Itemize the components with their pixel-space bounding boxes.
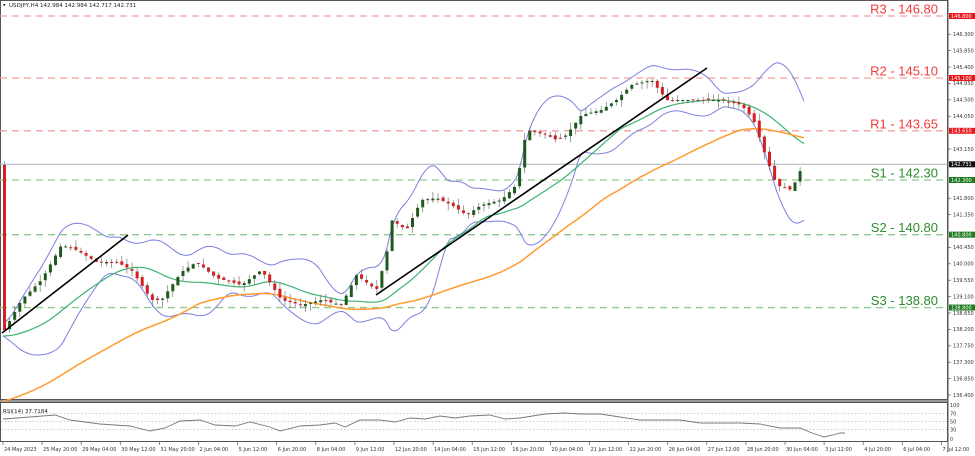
svg-text:9 Jun 12:00: 9 Jun 12:00 — [356, 447, 385, 453]
svg-text:145.100: 145.100 — [951, 76, 972, 82]
svg-text:141.800: 141.800 — [953, 196, 974, 202]
svg-text:24 May 2023: 24 May 2023 — [4, 447, 37, 453]
svg-text:143.650: 143.650 — [951, 129, 972, 135]
level-label-bg — [870, 118, 946, 130]
svg-text:20 Jun 04:00: 20 Jun 04:00 — [551, 447, 583, 453]
svg-text:25 May 20:00: 25 May 20:00 — [43, 447, 77, 453]
svg-text:144.950: 144.950 — [953, 81, 974, 87]
svg-text:137.300: 137.300 — [953, 360, 974, 366]
svg-text:16 Jun 20:00: 16 Jun 20:00 — [512, 447, 544, 453]
svg-text:139.100: 139.100 — [953, 294, 974, 300]
level-label-bg — [870, 168, 946, 180]
trendline-2[interactable] — [375, 67, 708, 296]
svg-text:143.150: 143.150 — [953, 147, 974, 153]
svg-text:145.400: 145.400 — [953, 65, 974, 71]
svg-text:3 Jul 12:00: 3 Jul 12:00 — [825, 447, 852, 453]
dropdown-arrow-icon[interactable]: ▾ — [3, 3, 6, 9]
svg-text:100: 100 — [950, 403, 960, 409]
svg-text:15 Jun 12:00: 15 Jun 12:00 — [473, 447, 505, 453]
svg-text:12 Jun 20:00: 12 Jun 20:00 — [395, 447, 427, 453]
svg-text:142.731: 142.731 — [951, 162, 972, 168]
price-tag-r3 — [949, 13, 975, 20]
svg-text:146.800: 146.800 — [951, 14, 972, 20]
svg-text:30 May 12:00: 30 May 12:00 — [121, 447, 155, 453]
svg-text:26 Jun 04:00: 26 Jun 04:00 — [669, 447, 701, 453]
level-label-bg — [870, 295, 946, 307]
svg-text:140.000: 140.000 — [953, 262, 974, 268]
svg-text:21 Jun 12:00: 21 Jun 12:00 — [591, 447, 623, 453]
level-label-bg — [870, 65, 946, 77]
svg-text:28 Jun 20:00: 28 Jun 20:00 — [747, 447, 779, 453]
ma-green — [2, 99, 805, 337]
svg-text:140.450: 140.450 — [953, 245, 974, 251]
rsi-label: RSI(14) 37.7184 — [3, 409, 48, 415]
time-axis: 24 May 2023 25 May 20:00 29 May 04:00 30 Ma… — [2, 442, 969, 453]
svg-text:138.650: 138.650 — [953, 311, 974, 317]
price-tag-s2 — [949, 231, 975, 238]
level-label-bg — [870, 4, 946, 16]
price-tag-s3 — [949, 304, 975, 311]
ma-orange — [2, 128, 805, 403]
svg-text:145.850: 145.850 — [953, 48, 974, 54]
level-lines — [0, 15, 948, 309]
trendline-1[interactable] — [1, 234, 129, 334]
rsi-axis-ticks: 100 70 50 30 0 — [950, 403, 960, 443]
svg-text:22 Jun 20:00: 22 Jun 20:00 — [630, 447, 662, 453]
svg-text:138.800: 138.800 — [951, 305, 972, 311]
svg-text:146.300: 146.300 — [953, 32, 974, 38]
level-label-r2: R2 - 145.10 — [870, 63, 938, 78]
rsi-line — [2, 412, 845, 438]
svg-text:141.350: 141.350 — [953, 212, 974, 218]
svg-text:7 Jul 12:00: 7 Jul 12:00 — [942, 447, 969, 453]
svg-text:144.050: 144.050 — [953, 114, 974, 120]
price-tag-r1 — [949, 127, 975, 134]
symbol-header: USDJPY,H4 142.984 142.984 142.717 142.73… — [9, 3, 136, 9]
svg-text:70: 70 — [950, 411, 956, 417]
svg-text:6 Jun 20:00: 6 Jun 20:00 — [278, 447, 307, 453]
svg-text:14 Jun 04:00: 14 Jun 04:00 — [434, 447, 466, 453]
level-label-r1: R1 - 143.65 — [870, 116, 938, 131]
svg-text:2 Jun 04:00: 2 Jun 04:00 — [200, 447, 229, 453]
level-label-s3: S3 - 138.80 — [871, 293, 938, 308]
level-label-bg — [870, 222, 946, 234]
svg-text:27 Jun 12:00: 27 Jun 12:00 — [708, 447, 740, 453]
svg-text:138.200: 138.200 — [953, 327, 974, 333]
level-label-s2: S2 - 140.80 — [871, 220, 938, 235]
price-tag-r2 — [949, 74, 975, 81]
svg-text:140.800: 140.800 — [951, 232, 972, 238]
candles — [3, 77, 802, 333]
level-label-r3: R3 - 146.80 — [870, 2, 938, 17]
svg-text:30 Jun 04:00: 30 Jun 04:00 — [786, 447, 818, 453]
price-tags: 146.800 145.100 143.650 142.300 140.800 138.8… — [949, 13, 975, 311]
price-axis-ticks: 146.300 145.850 145.400 144.950 144.500 144.0… — [948, 32, 974, 399]
level-labels: R3 - 146.80 R2 - 145.10 R1 - 143.65 S1 - 14… — [870, 2, 946, 308]
svg-text:29 May 04:00: 29 May 04:00 — [82, 447, 116, 453]
svg-text:8 Jun 04:00: 8 Jun 04:00 — [317, 447, 346, 453]
svg-text:136.400: 136.400 — [953, 393, 974, 399]
svg-text:50: 50 — [950, 419, 956, 425]
svg-text:0: 0 — [950, 437, 953, 443]
svg-text:31 May 20:00: 31 May 20:00 — [160, 447, 194, 453]
price-pane[interactable] — [0, 0, 948, 400]
svg-text:137.750: 137.750 — [953, 344, 974, 350]
bollinger-lower — [2, 106, 805, 356]
svg-text:5 Jun 12:00: 5 Jun 12:00 — [239, 447, 268, 453]
price-tag-s1 — [949, 177, 975, 184]
svg-text:4 Jul 20:00: 4 Jul 20:00 — [864, 447, 891, 453]
svg-text:144.500: 144.500 — [953, 98, 974, 104]
svg-text:30: 30 — [950, 427, 956, 433]
level-label-s1: S1 - 142.30 — [871, 166, 938, 181]
bollinger-upper — [2, 62, 805, 325]
svg-text:142.300: 142.300 — [951, 178, 972, 184]
current-price-tag — [949, 161, 975, 168]
svg-text:6 Jul 04:00: 6 Jul 04:00 — [903, 447, 930, 453]
svg-text:136.850: 136.850 — [953, 376, 974, 382]
svg-text:139.550: 139.550 — [953, 278, 974, 284]
rsi-pane[interactable] — [0, 402, 948, 442]
